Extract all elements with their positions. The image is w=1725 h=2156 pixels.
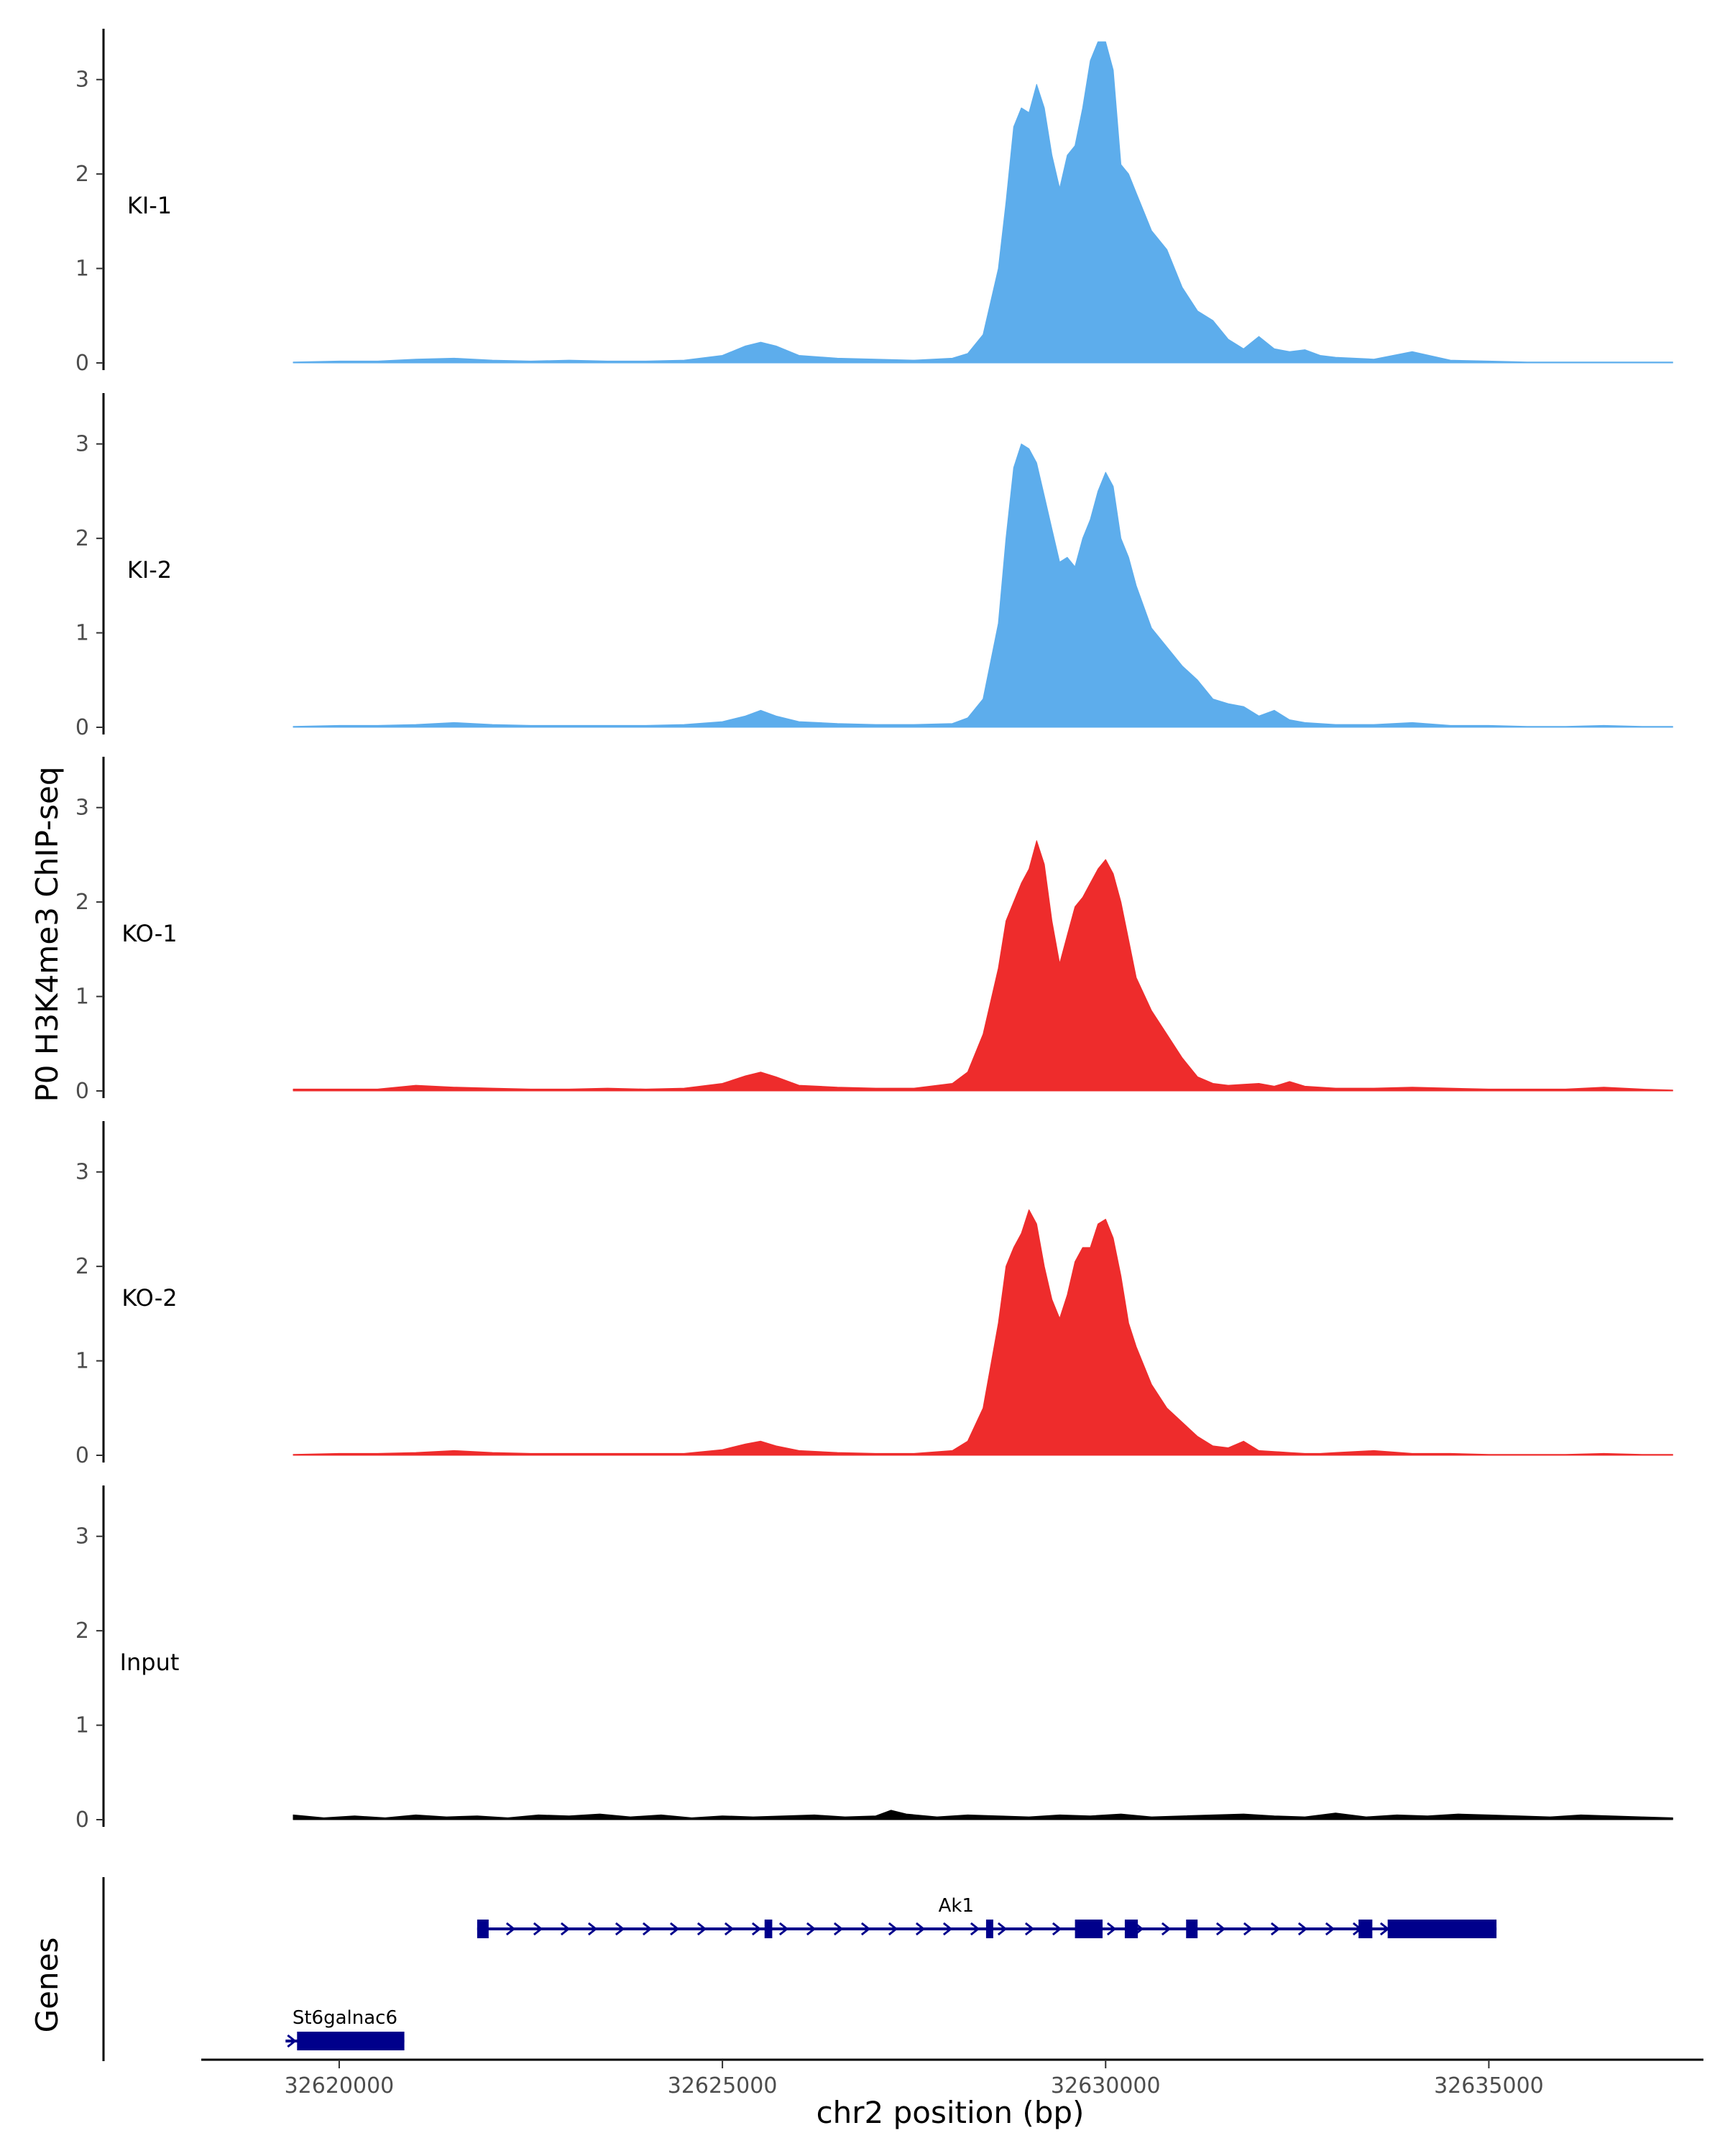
y-tick-label: 0 <box>75 1807 89 1833</box>
x-tick-label: 32635000 <box>1434 2073 1544 2099</box>
y-tick-label: 3 <box>75 1160 89 1185</box>
coverage-area-ko-2 <box>293 1209 1673 1456</box>
strand-arrow <box>533 1922 543 1936</box>
gene-exon <box>1358 1920 1373 1938</box>
strand-arrow <box>997 1922 1008 1936</box>
x-tick-label: 32630000 <box>1051 2073 1161 2099</box>
strand-arrow <box>751 1922 762 1936</box>
y-tick-label: 2 <box>75 1618 89 1644</box>
gene-label-st6galnac6: St6galnac6 <box>293 2007 397 2029</box>
x-axis-title: chr2 position (bp) <box>816 2095 1085 2130</box>
x-axis: 32620000 32625000 32630000 32635000 <box>201 2058 1703 2099</box>
track-label-ko-1: KO-1 <box>121 920 177 947</box>
strand-arrow <box>1024 1922 1035 1936</box>
y-tick-label: 1 <box>75 257 89 282</box>
strand-arrow <box>915 1922 926 1936</box>
strand-arrow <box>942 1922 953 1936</box>
coverage-area-input <box>293 1810 1673 1820</box>
strand-arrow <box>505 1922 516 1936</box>
strand-arrow <box>615 1922 625 1936</box>
genes-panel-title: Genes <box>29 1938 65 2033</box>
strand-arrow <box>724 1922 735 1936</box>
y-tick-label: 0 <box>75 715 89 740</box>
strand-arrow <box>669 1922 680 1936</box>
y-tick-label: 3 <box>75 796 89 821</box>
y-tick-label: 1 <box>75 621 89 646</box>
gene-exon <box>477 1920 489 1938</box>
y-axis-title: P0 H3K4me3 ChIP-seq <box>29 766 65 1102</box>
track-label-ki-2: KI-2 <box>127 556 172 584</box>
strand-arrow <box>1325 1922 1335 1936</box>
strand-arrow <box>1106 1922 1117 1936</box>
gene-exon <box>297 2032 405 2050</box>
strand-arrow <box>1161 1922 1172 1936</box>
track-ki-2: 0 1 2 3 KI-2 <box>75 393 1673 740</box>
track-label-input: Input <box>120 1649 180 1676</box>
y-tick-label: 0 <box>75 1079 89 1104</box>
y-tick-label: 3 <box>75 432 89 457</box>
gene-annotation-panel: Ak1 St6galnac6 <box>102 1877 1497 2061</box>
strand-arrow <box>888 1922 898 1936</box>
y-tick-label: 1 <box>75 1713 89 1738</box>
strand-arrow <box>642 1922 653 1936</box>
coverage-area-ki-2 <box>293 443 1673 728</box>
strand-arrow <box>1270 1922 1281 1936</box>
gene-exon <box>1124 1920 1138 1938</box>
track-input: 0 1 2 3 Input <box>75 1485 1673 1833</box>
gene-exon <box>1387 1920 1497 1938</box>
gene-ak1: Ak1 <box>477 1895 1497 1938</box>
gene-label-ak1: Ak1 <box>939 1895 974 1917</box>
strand-arrow <box>970 1922 980 1936</box>
gene-exon <box>1075 1920 1103 1938</box>
y-tick-label: 2 <box>75 526 89 551</box>
strand-arrow <box>833 1922 844 1936</box>
y-tick-label: 2 <box>75 890 89 915</box>
strand-arrow <box>696 1922 707 1936</box>
strand-arrow <box>1215 1922 1226 1936</box>
track-label-ki-1: KI-1 <box>127 192 172 219</box>
y-tick-label: 1 <box>75 985 89 1010</box>
strand-arrow <box>806 1922 816 1936</box>
y-tick-label: 0 <box>75 1443 89 1468</box>
track-label-ko-2: KO-2 <box>121 1284 177 1312</box>
y-tick-label: 0 <box>75 351 89 376</box>
x-tick-label: 32620000 <box>285 2073 395 2099</box>
track-ko-1: 0 1 2 3 KO-1 <box>75 757 1673 1104</box>
strand-arrow <box>860 1922 871 1936</box>
y-tick-label: 2 <box>75 162 89 187</box>
y-tick-label: 3 <box>75 68 89 93</box>
gene-exon <box>764 1920 773 1938</box>
strand-arrow <box>1052 1922 1062 1936</box>
x-tick-label: 32625000 <box>668 2073 778 2099</box>
strand-arrow <box>587 1922 598 1936</box>
gene-st6galnac6: St6galnac6 <box>285 2007 405 2050</box>
track-ki-1: 0 1 2 3 KI-1 <box>75 29 1673 376</box>
track-ko-2: 0 1 2 3 KO-2 <box>75 1121 1673 1468</box>
coverage-tracks: 0 1 2 3 KI-1 0 1 2 3 KI-2 0 1 2 3 KO-1 0 1 2 3 KO-2 0 1 2 3 Inpu… <box>75 29 1673 1833</box>
strand-arrow <box>560 1922 571 1936</box>
y-tick-label: 1 <box>75 1349 89 1374</box>
strand-arrow <box>1243 1922 1254 1936</box>
strand-arrow <box>287 2034 297 2048</box>
coverage-area-ki-1 <box>293 41 1673 364</box>
gene-exon <box>985 1920 993 1938</box>
strand-arrow <box>1297 1922 1308 1936</box>
gene-exon <box>1186 1920 1198 1938</box>
y-tick-label: 2 <box>75 1254 89 1279</box>
strand-arrow <box>778 1922 789 1936</box>
y-tick-label: 3 <box>75 1524 89 1549</box>
coverage-area-ko-1 <box>293 840 1673 1092</box>
